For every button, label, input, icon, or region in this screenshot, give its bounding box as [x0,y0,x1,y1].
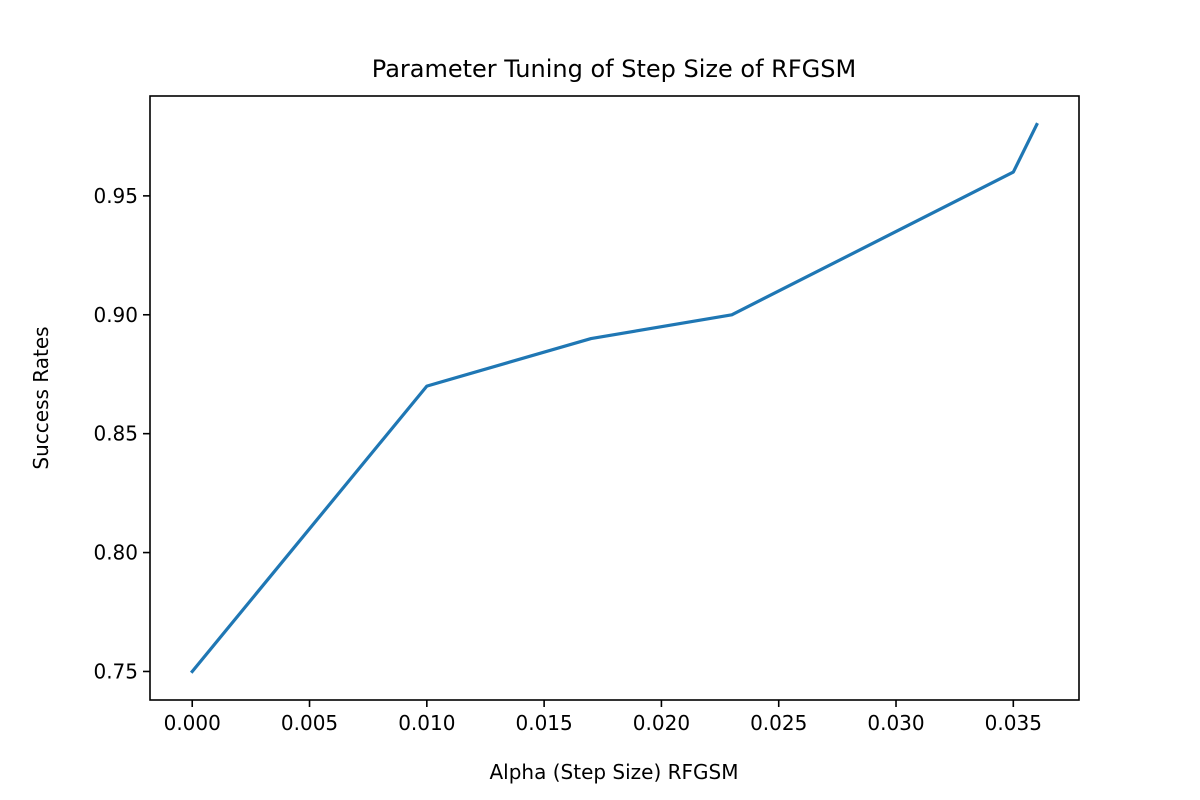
plot-area [149,95,1080,701]
y-axis-ticks: 0.75 0.80 0.85 0.90 0.95 [93,184,150,683]
y-tick-label: 0.75 [93,659,138,683]
x-tick-label: 0.030 [867,711,924,735]
y-tick-label: 0.85 [93,422,138,446]
x-tick-label: 0.005 [281,711,338,735]
x-tick-label: 0.020 [633,711,690,735]
y-tick-label: 0.90 [93,303,138,327]
series-layer [189,122,1039,674]
y-axis-label: Success Rates [29,326,53,469]
y-tick-label: 0.80 [93,541,138,565]
x-tick-label: 0.015 [515,711,572,735]
x-tick-label: 0.025 [750,711,807,735]
x-axis-ticks: 0.000 0.005 0.010 0.015 0.020 0.025 0.030 0.035 [164,700,1042,735]
x-axis-label: Alpha (Step Size) RFGSM [490,760,739,784]
x-tick-label: 0.000 [164,711,221,735]
chart-title: Parameter Tuning of Step Size of RFGSM [372,55,856,83]
y-tick-label: 0.95 [93,184,138,208]
x-tick-label: 0.035 [985,711,1042,735]
x-tick-label: 0.010 [398,711,455,735]
series-line [189,122,1039,674]
